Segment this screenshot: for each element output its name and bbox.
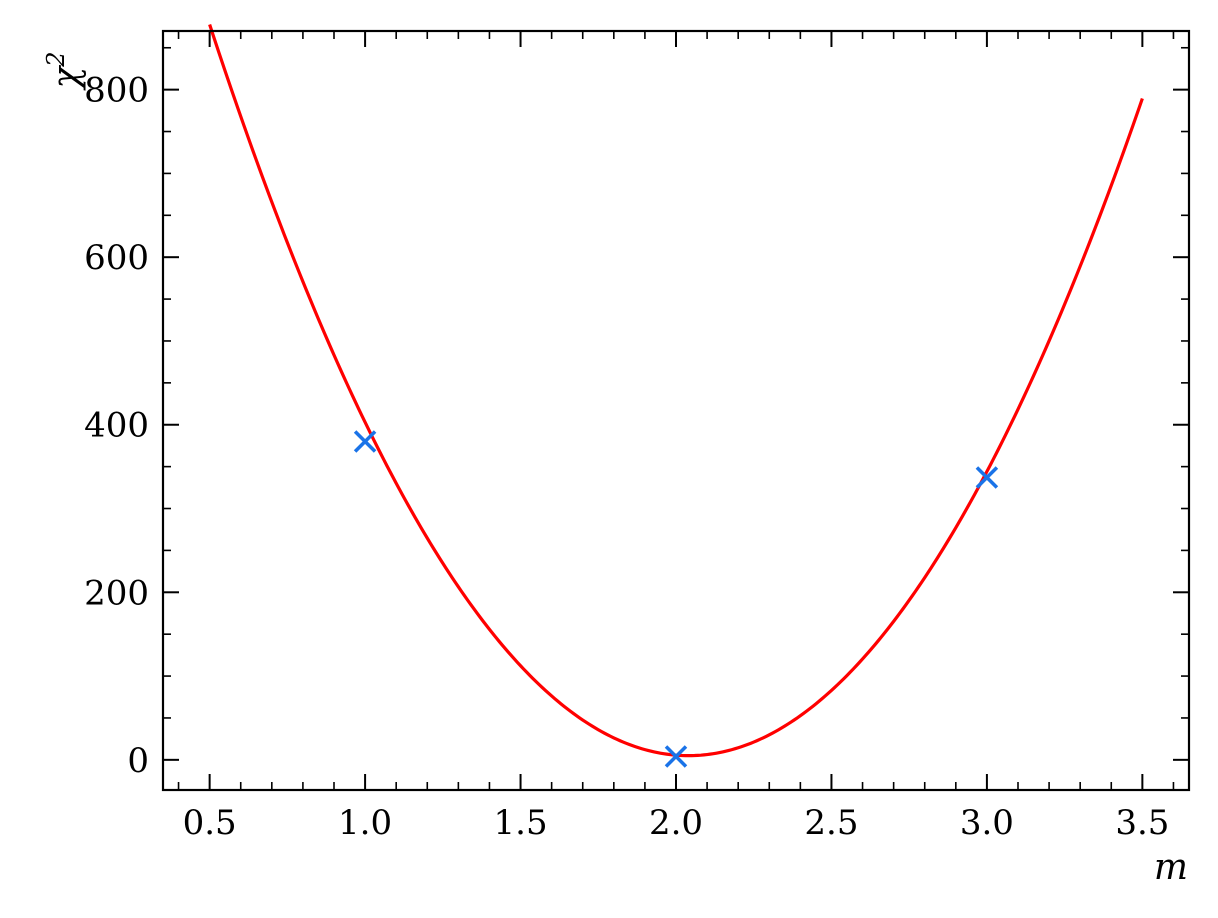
x-axis-label: m [1154,847,1188,888]
y-tick-label: 800 [84,71,149,111]
x-tick-label: 1.5 [494,803,548,843]
x-tick-label: 3.0 [960,803,1014,843]
y-axis-label-symbol: χ [46,65,87,92]
plot-frame [161,29,1191,792]
y-axis-label-exponent: 2 [42,51,70,67]
x-tick-label: 2.0 [649,803,703,843]
marker-stroke [664,745,688,768]
marker-stroke [353,430,377,453]
y-tick-label: 600 [84,238,149,278]
x-tick-label: 3.5 [1115,803,1169,843]
y-axis-label: χ2 [42,51,87,91]
data-point-marker [353,430,377,453]
y-tick-label: 0 [127,741,149,781]
data-point-marker [664,745,688,768]
x-tick-label: 0.5 [183,803,237,843]
axis-tick-labels: 0.5 1.0 1.5 2.0 2.5 3.0 3.5 0 200 400 600 800 [84,71,1169,843]
x-tick-label: 1.0 [338,803,392,843]
x-tick-label: 2.5 [804,803,858,843]
marker-stroke [975,466,999,489]
y-tick-label: 200 [84,573,149,613]
y-tick-label: 400 [84,406,149,446]
data-point-marker [975,466,999,489]
data-markers [353,430,999,768]
axis-ticks [163,31,1189,790]
